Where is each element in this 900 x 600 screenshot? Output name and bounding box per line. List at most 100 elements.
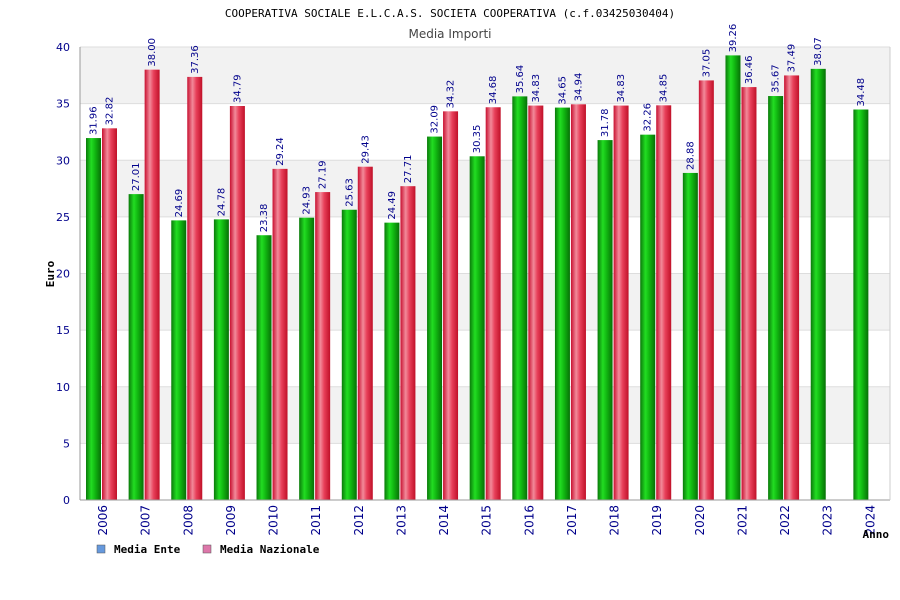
data-label: 24.78 xyxy=(216,188,227,217)
bar-media-ente-2021 xyxy=(725,55,741,501)
y-tick-label: 0 xyxy=(63,494,70,507)
data-label: 27.01 xyxy=(131,162,142,191)
data-label: 34.32 xyxy=(446,80,457,109)
bar-media-nazionale-2021 xyxy=(741,87,757,500)
y-tick-label: 25 xyxy=(56,211,70,224)
data-label: 29.43 xyxy=(360,135,371,164)
bar-media-ente-2013 xyxy=(384,222,400,500)
bar-media-nazionale-2018 xyxy=(613,105,629,501)
data-label: 37.49 xyxy=(787,44,798,73)
data-label: 38.07 xyxy=(813,37,824,66)
data-label: 25.63 xyxy=(344,178,355,207)
data-label: 36.46 xyxy=(744,55,755,84)
x-axis-label: Anno xyxy=(863,528,890,541)
bar-media-ente-2017 xyxy=(554,107,570,501)
bars xyxy=(86,55,869,501)
x-tick-label: 2010 xyxy=(267,505,281,536)
data-label: 34.83 xyxy=(531,74,542,103)
bar-media-nazionale-2009 xyxy=(229,106,245,501)
axes xyxy=(79,47,891,501)
data-label: 23.38 xyxy=(259,204,270,233)
y-tick-label: 5 xyxy=(63,437,70,450)
y-tick-label: 40 xyxy=(56,41,70,54)
bar-media-ente-2008 xyxy=(171,220,187,501)
bar-media-ente-2022 xyxy=(768,96,784,501)
x-tick-label: 2015 xyxy=(480,505,494,536)
legend-label-media-nazionale: Media Nazionale xyxy=(220,543,320,556)
x-tick-label: 2022 xyxy=(778,505,792,536)
bar-media-nazionale-2007 xyxy=(144,69,160,501)
bar-media-ente-2006 xyxy=(86,138,101,501)
bar-media-ente-2007 xyxy=(128,194,144,500)
bar-media-nazionale-2020 xyxy=(698,80,714,500)
y-tick-label: 35 xyxy=(56,98,70,111)
bar-media-ente-2014 xyxy=(427,136,443,500)
x-tick-label: 2019 xyxy=(650,505,664,536)
data-label: 30.35 xyxy=(472,125,483,154)
bar-media-nazionale-2012 xyxy=(357,166,373,500)
data-label: 27.71 xyxy=(403,155,414,184)
bar-media-ente-2019 xyxy=(640,134,656,500)
x-tick-label: 2024 xyxy=(863,505,877,536)
bar-media-nazionale-2019 xyxy=(656,105,672,500)
x-tick-labels: 2006 2007 2008 2009 2010 2011 2012 2013 2014 2015… xyxy=(96,505,877,536)
bar-media-ente-2020 xyxy=(682,172,698,500)
x-tick-label: 2018 xyxy=(608,505,622,536)
bar-media-ente-2011 xyxy=(299,217,315,500)
y-tick-label: 15 xyxy=(56,324,70,337)
data-label: 34.94 xyxy=(573,73,584,102)
data-label: 39.26 xyxy=(728,24,739,53)
x-tick-label: 2014 xyxy=(437,505,451,536)
bar-media-ente-2018 xyxy=(597,140,613,501)
data-label: 24.69 xyxy=(174,189,185,218)
legend-label-media-ente: Media Ente xyxy=(114,543,181,556)
data-labels: 31.96 32.82 27.01 38.00 24.69 37.36 24.78 34.79… xyxy=(89,24,867,232)
data-label: 37.36 xyxy=(190,45,201,74)
data-label: 35.67 xyxy=(771,64,782,93)
data-label: 37.05 xyxy=(701,49,712,78)
y-tick-labels: 0 5 10 15 20 25 30 35 40 xyxy=(56,41,70,507)
bar-media-nazionale-2016 xyxy=(528,105,544,501)
x-tick-label: 2016 xyxy=(522,505,536,536)
data-label: 34.83 xyxy=(616,74,627,103)
bar-media-ente-2009 xyxy=(213,219,229,500)
data-label: 32.09 xyxy=(430,105,441,134)
data-label: 32.82 xyxy=(105,97,116,126)
bar-media-ente-2015 xyxy=(469,156,485,500)
y-tick-label: 20 xyxy=(56,268,70,281)
bar-media-nazionale-2017 xyxy=(570,104,586,500)
x-tick-label: 2013 xyxy=(394,505,408,536)
chart-subtitle: Media Importi xyxy=(408,27,491,41)
legend-swatch-media-ente xyxy=(96,544,106,554)
bar-media-ente-2010 xyxy=(256,235,272,500)
x-tick-label: 2006 xyxy=(96,505,110,536)
bar-media-nazionale-2011 xyxy=(315,192,331,501)
bar-media-ente-2023 xyxy=(810,68,826,501)
x-tick-label: 2017 xyxy=(565,505,579,536)
chart-title: COOPERATIVA SOCIALE E.L.C.A.S. SOCIETA C… xyxy=(225,7,675,20)
x-tick-label: 2011 xyxy=(309,505,323,536)
bar-media-nazionale-2008 xyxy=(187,76,203,500)
data-label: 34.85 xyxy=(659,74,670,103)
x-tick-label: 2020 xyxy=(693,505,707,536)
data-label: 34.65 xyxy=(557,76,568,105)
y-axis-label: Euro xyxy=(44,260,57,287)
bar-media-nazionale-2015 xyxy=(485,107,501,501)
data-label: 38.00 xyxy=(147,38,158,67)
data-label: 31.78 xyxy=(600,108,611,137)
data-label: 32.26 xyxy=(643,103,654,132)
bar-media-nazionale-2006 xyxy=(102,128,117,500)
data-label: 27.19 xyxy=(318,160,329,189)
y-tick-label: 10 xyxy=(56,381,70,394)
y-tick-label: 30 xyxy=(56,154,70,167)
bar-media-ente-2012 xyxy=(341,209,357,501)
x-tick-label: 2012 xyxy=(352,505,366,536)
data-label: 34.79 xyxy=(232,74,243,103)
x-tick-label: 2023 xyxy=(821,505,835,536)
bar-media-nazionale-2014 xyxy=(443,111,459,501)
x-tick-label: 2021 xyxy=(735,505,749,536)
x-tick-label: 2007 xyxy=(139,505,153,536)
x-tick-label: 2009 xyxy=(224,505,238,536)
bar-media-ente-2016 xyxy=(512,96,528,500)
